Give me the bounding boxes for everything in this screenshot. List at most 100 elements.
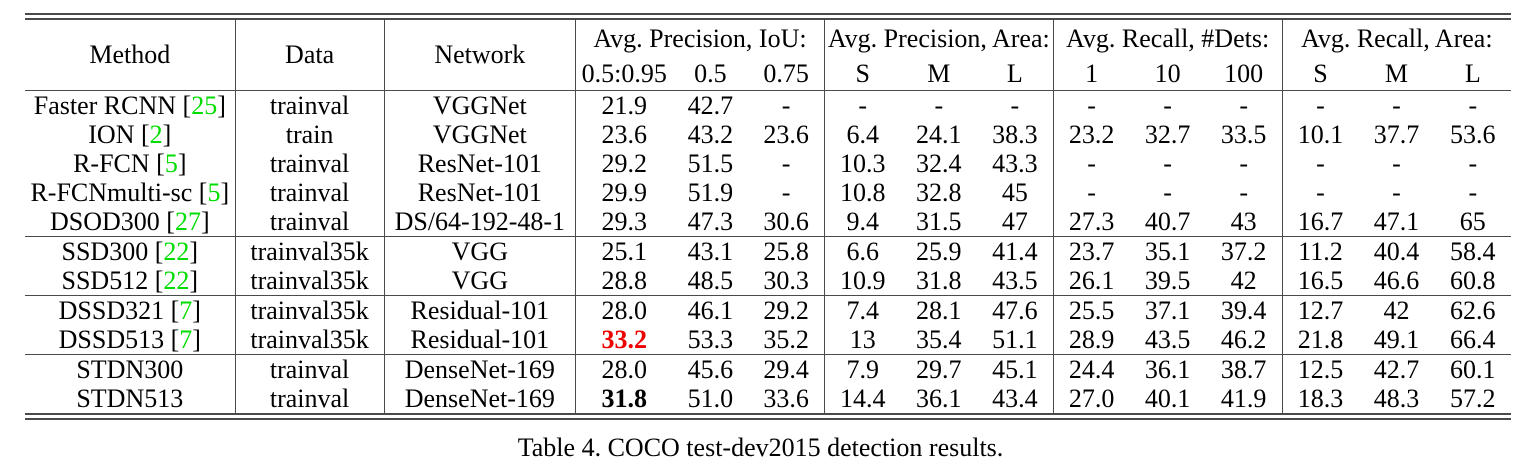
method-cell: R-FCN [5]: [73, 149, 187, 178]
subheader-cell: L: [976, 58, 1054, 91]
value-cell: 66.4: [1450, 325, 1496, 354]
method-name: SSD512: [61, 266, 149, 295]
value-cell: 23.6: [763, 120, 809, 149]
value-cell: 30.6: [763, 207, 809, 236]
value-cell: 23.2: [1052, 120, 1130, 149]
value-cell: -: [1281, 149, 1359, 178]
network-cell: Residual-101: [383, 295, 576, 325]
data-cell: trainval: [234, 90, 385, 120]
value-cell: 43.4: [992, 384, 1038, 413]
value-cell: 35.2: [763, 325, 809, 354]
value-cell: -: [781, 149, 791, 178]
value-cell: -: [1163, 178, 1172, 207]
citation-ref: 5: [164, 149, 178, 178]
value-cell: 33.6: [763, 384, 809, 413]
table-row: ION [2] train VGGNet 23.6 43.2 23.6 6.4 24.1 38.…: [25, 120, 1511, 149]
value-cell: 33.2: [575, 325, 673, 355]
value-cell: 47: [1001, 207, 1028, 236]
value-cell: -: [1468, 91, 1478, 120]
value-cell: 27.0: [1052, 384, 1130, 414]
value-cell: 10.3: [823, 149, 901, 178]
value-cell: 42.7: [1358, 354, 1435, 384]
subheader-cell: 1: [1052, 58, 1130, 91]
value-cell: 18.3: [1281, 384, 1359, 414]
col-header-network: Network: [383, 19, 576, 91]
value-cell: 36.1: [916, 384, 962, 413]
data-cell: trainval35k: [234, 266, 385, 296]
value-cell: 60.8: [1450, 266, 1496, 295]
value-cell: 7.9: [823, 354, 901, 384]
value-cell: 13: [823, 325, 901, 355]
value-cell: 53.3: [687, 325, 734, 354]
value-cell: 28.8: [575, 266, 673, 296]
col-group-avg-precision-iou: Avg. Precision, IoU:: [575, 19, 825, 58]
subheader-cell: L: [1434, 58, 1511, 91]
value-cell: 48.3: [1373, 384, 1420, 413]
header-group-row: Method Data Network Avg. Precision, IoU:…: [25, 19, 1511, 91]
value-cell: -: [1010, 91, 1020, 120]
subheader-cell: 10: [1129, 58, 1206, 91]
table-row: STDN513 trainval DenseNet-169 31.8 51.0 33.6 1…: [25, 384, 1511, 414]
value-cell: 51.0: [687, 384, 734, 413]
data-cell: train: [234, 120, 385, 149]
table-row: DSSD513 [7] trainval35k Residual-101 33.2 53…: [25, 325, 1511, 355]
value-cell: -: [1468, 149, 1478, 178]
data-cell: trainval35k: [234, 295, 385, 325]
data-cell: trainval35k: [234, 236, 385, 266]
value-cell: 58.4: [1434, 236, 1511, 266]
value-cell: 10.8: [823, 178, 901, 207]
method-name: Faster RCNN: [33, 91, 177, 120]
results-table: Method Data Network Avg. Precision, IoU:…: [25, 18, 1511, 415]
value-cell: 21.8: [1281, 325, 1359, 355]
value-cell: -: [1392, 149, 1401, 178]
value-cell: 35.1: [1129, 236, 1206, 266]
value-cell: -: [781, 178, 791, 207]
network-cell: DenseNet-169: [383, 384, 576, 414]
table-row: SSD512 [22] trainval35k VGG 28.8 48.5 30.3 10.…: [25, 266, 1511, 296]
value-cell: 43.3: [992, 149, 1038, 178]
subheader-cell: M: [1358, 58, 1435, 91]
col-header-method: Method: [25, 19, 236, 91]
network-cell: ResNet-101: [383, 149, 576, 178]
value-cell: 51.5: [687, 149, 734, 178]
value-cell: 39.4: [1205, 295, 1283, 325]
value-cell: 46.2: [1220, 325, 1267, 354]
value-cell: 25.5: [1052, 295, 1130, 325]
method-cell: DSSD321 [7]: [25, 295, 236, 325]
subheader-cell: S: [823, 58, 901, 91]
value-cell: 23.6: [575, 120, 673, 149]
value-cell: -: [1163, 149, 1172, 178]
table-caption: Table 4. COCO test-dev2015 detection res…: [517, 433, 1004, 462]
value-cell: 51.9: [687, 178, 734, 207]
citation-ref: 25: [191, 91, 218, 120]
value-cell: 29.7: [900, 354, 977, 384]
value-cell: 28.1: [900, 295, 977, 325]
value-cell: 30.3: [763, 266, 809, 295]
table-row: SSD300 [22] trainval35k VGG 25.1 43.1 25.8 6.6…: [25, 236, 1511, 266]
method-cell: STDN300: [25, 354, 236, 384]
method-name: SSD300: [61, 237, 149, 266]
value-cell: 24.1: [916, 120, 962, 149]
value-cell: 27.3: [1052, 207, 1130, 237]
subheader-cell: 0.5:0.95: [575, 58, 673, 91]
value-cell: 29.2: [748, 295, 825, 325]
col-group-avg-recall-area: Avg. Recall, Area:: [1281, 19, 1511, 58]
method-cell: R-FCNmulti-sc [5]: [30, 178, 230, 207]
value-cell: 38.3: [992, 120, 1038, 149]
citation-ref: 5: [207, 178, 221, 207]
value-cell: -: [1392, 178, 1401, 207]
value-cell: 32.4: [916, 149, 962, 178]
value-cell: 43.2: [687, 120, 734, 149]
col-header-data: Data: [234, 19, 385, 91]
value-cell: -: [1281, 90, 1359, 120]
value-cell: 31.8: [575, 384, 673, 414]
value-cell: -: [934, 91, 944, 120]
value-cell: -: [1468, 178, 1478, 207]
value-cell: 36.1: [1129, 354, 1206, 384]
value-cell: 46.1: [672, 295, 749, 325]
data-cell: trainval: [234, 384, 385, 414]
citation-ref: 27: [174, 207, 201, 236]
data-cell: trainval: [234, 354, 385, 384]
value-cell: 37.2: [1205, 236, 1283, 266]
citation-ref: 7: [179, 325, 193, 354]
